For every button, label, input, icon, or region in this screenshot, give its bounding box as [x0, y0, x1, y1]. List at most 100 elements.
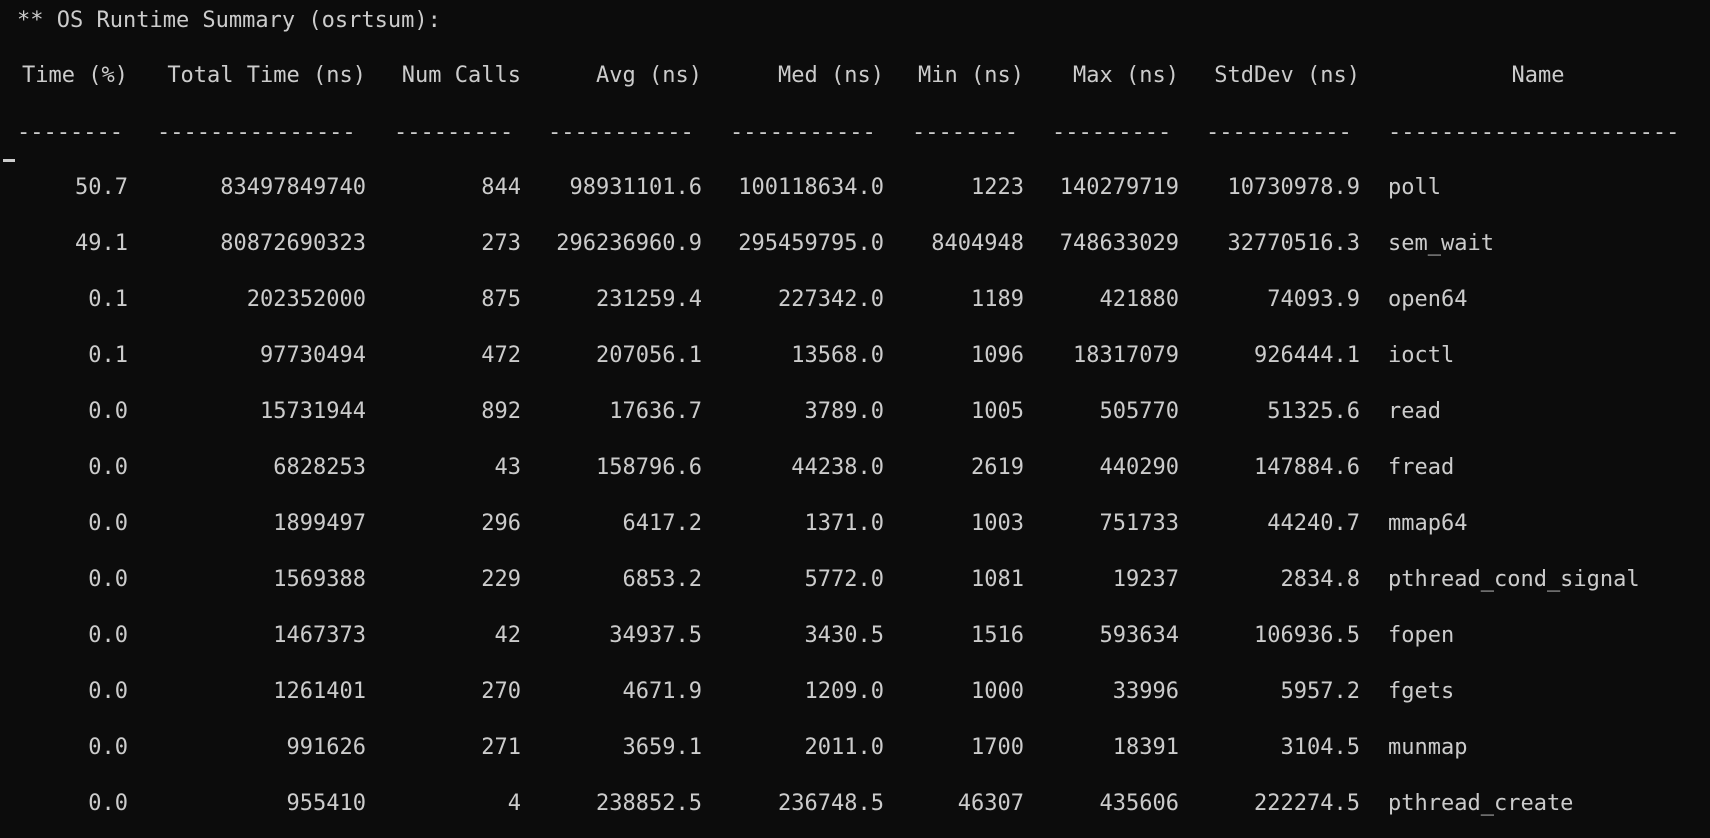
- cell-stddev: 147884.6: [1254, 455, 1360, 480]
- cell-time-percent: 0.1: [88, 343, 128, 368]
- cell-total-time: 6828253: [273, 455, 366, 480]
- cell-min: 1189: [971, 287, 1024, 312]
- cell-num-calls: 271: [481, 735, 521, 760]
- cell-name: ioctl: [1388, 343, 1455, 368]
- cell-time-percent: 0.0: [88, 455, 128, 480]
- cell-min: 1000: [971, 679, 1024, 704]
- cell-total-time: 80872690323: [220, 231, 366, 256]
- cell-time-percent: 0.1: [88, 287, 128, 312]
- cell-total-time: 991626: [286, 735, 366, 760]
- cell-min: 2619: [971, 455, 1024, 480]
- cell-name: pthread_create: [1388, 791, 1574, 816]
- separator-name: ----------------------: [1388, 120, 1680, 145]
- cell-avg: 296236960.9: [556, 231, 702, 256]
- cell-max: 140279719: [1059, 175, 1179, 200]
- separator-row: -------- --------------- --------- -----…: [0, 118, 1710, 148]
- cell-total-time: 1899497: [273, 511, 366, 536]
- cell-num-calls: 892: [481, 399, 521, 424]
- cell-med: 227342.0: [778, 287, 884, 312]
- cell-min: 1081: [971, 567, 1024, 592]
- header-num-calls: Num Calls: [401, 63, 521, 88]
- cell-time-percent: 0.0: [88, 679, 128, 704]
- cell-min: 8404948: [931, 231, 1024, 256]
- separator-stddev: -----------: [1206, 120, 1352, 145]
- cell-min: 1516: [971, 623, 1024, 648]
- cell-avg: 158796.6: [596, 455, 702, 480]
- cell-min: 1096: [971, 343, 1024, 368]
- cell-max: 421880: [1099, 287, 1179, 312]
- cell-max: 18391: [1112, 735, 1179, 760]
- cell-med: 1209.0: [804, 679, 884, 704]
- cell-total-time: 955410: [286, 791, 366, 816]
- cell-avg: 17636.7: [609, 399, 702, 424]
- cell-stddev: 32770516.3: [1227, 231, 1360, 256]
- cell-med: 295459795.0: [738, 231, 884, 256]
- cell-num-calls: 43: [494, 455, 522, 480]
- cell-max: 18317079: [1073, 343, 1179, 368]
- cell-med: 5772.0: [804, 567, 884, 592]
- header-med: Med (ns): [778, 63, 884, 88]
- header-min: Min (ns): [918, 63, 1024, 88]
- cell-avg: 34937.5: [609, 623, 702, 648]
- cell-max: 593634: [1099, 623, 1179, 648]
- table-row: 0.0 955410 4 238852.5 236748.5 46307 435606 222…: [0, 789, 1710, 819]
- separator-med: -----------: [730, 120, 876, 145]
- header-total-time: Total Time (ns): [167, 63, 366, 88]
- report-title: ** OS Runtime Summary (osrtsum):: [17, 8, 441, 33]
- cell-max: 505770: [1099, 399, 1179, 424]
- cell-time-percent: 0.0: [88, 791, 128, 816]
- cell-stddev: 222274.5: [1254, 791, 1360, 816]
- cell-min: 1223: [971, 175, 1024, 200]
- table-row: 0.1 97730494 472 207056.1 13568.0 1096 1831707…: [0, 341, 1710, 371]
- cell-num-calls: 844: [481, 175, 521, 200]
- cell-name: read: [1388, 399, 1441, 424]
- cell-med: 3430.5: [804, 623, 884, 648]
- cell-avg: 207056.1: [596, 343, 702, 368]
- cell-avg: 6417.2: [622, 511, 702, 536]
- cell-name: pthread_cond_signal: [1388, 567, 1640, 592]
- cell-med: 236748.5: [778, 791, 884, 816]
- cell-med: 44238.0: [791, 455, 884, 480]
- cell-num-calls: 4: [507, 791, 521, 816]
- header-time-percent: Time (%): [22, 63, 128, 88]
- separator-max: ---------: [1052, 120, 1172, 145]
- cell-max: 33996: [1112, 679, 1179, 704]
- cell-num-calls: 296: [481, 511, 521, 536]
- cell-avg: 3659.1: [622, 735, 702, 760]
- cell-med: 13568.0: [791, 343, 884, 368]
- header-avg: Avg (ns): [596, 63, 702, 88]
- table-row: 0.0 1261401 270 4671.9 1209.0 1000 33996 5957.2…: [0, 677, 1710, 707]
- wrap-underscore: [3, 159, 15, 162]
- cell-num-calls: 273: [481, 231, 521, 256]
- cell-avg: 98931101.6: [569, 175, 702, 200]
- cell-max: 748633029: [1059, 231, 1179, 256]
- table-row: 0.0 991626 271 3659.1 2011.0 1700 18391 3104.5 m…: [0, 733, 1710, 763]
- cell-name: fopen: [1388, 623, 1455, 648]
- cell-avg: 231259.4: [596, 287, 702, 312]
- cell-stddev: 2834.8: [1280, 567, 1360, 592]
- cell-num-calls: 229: [481, 567, 521, 592]
- cell-num-calls: 875: [481, 287, 521, 312]
- cell-name: fgets: [1388, 679, 1455, 704]
- cell-stddev: 5957.2: [1280, 679, 1360, 704]
- cell-stddev: 74093.9: [1267, 287, 1360, 312]
- table-row: 0.1 202352000 875 231259.4 227342.0 1189 42188…: [0, 285, 1710, 315]
- cell-name: munmap: [1388, 735, 1468, 760]
- separator-time: --------: [17, 120, 123, 145]
- cell-time-percent: 50.7: [75, 175, 128, 200]
- cell-name: mmap64: [1388, 511, 1468, 536]
- cell-med: 100118634.0: [738, 175, 884, 200]
- separator-calls: ---------: [394, 120, 514, 145]
- cell-stddev: 51325.6: [1267, 399, 1360, 424]
- cell-total-time: 1569388: [273, 567, 366, 592]
- table-row: 0.0 6828253 43 158796.6 44238.0 2619 440290 147…: [0, 453, 1710, 483]
- cell-stddev: 3104.5: [1280, 735, 1360, 760]
- cell-time-percent: 0.0: [88, 399, 128, 424]
- separator-total: ---------------: [157, 120, 356, 145]
- cell-total-time: 1261401: [273, 679, 366, 704]
- table-row: 0.0 1467373 42 34937.5 3430.5 1516 593634 10693…: [0, 621, 1710, 651]
- cell-num-calls: 270: [481, 679, 521, 704]
- cell-name: open64: [1388, 287, 1468, 312]
- cell-stddev: 926444.1: [1254, 343, 1360, 368]
